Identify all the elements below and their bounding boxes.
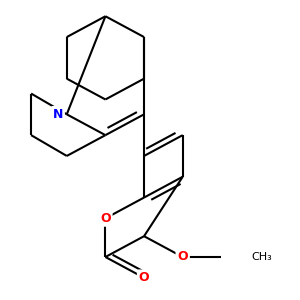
Text: O: O [177,250,188,263]
Text: CH₃: CH₃ [251,252,272,262]
Text: N: N [53,108,63,121]
Text: O: O [100,212,111,225]
Text: O: O [139,271,149,284]
